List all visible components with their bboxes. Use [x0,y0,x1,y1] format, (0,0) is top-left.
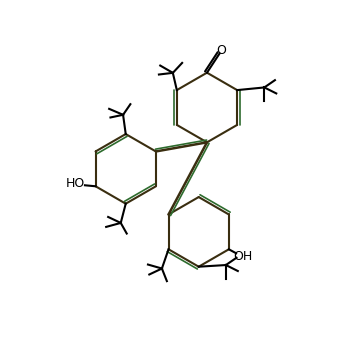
Text: O: O [217,44,226,57]
Text: HO: HO [65,177,85,190]
Text: OH: OH [233,250,252,263]
